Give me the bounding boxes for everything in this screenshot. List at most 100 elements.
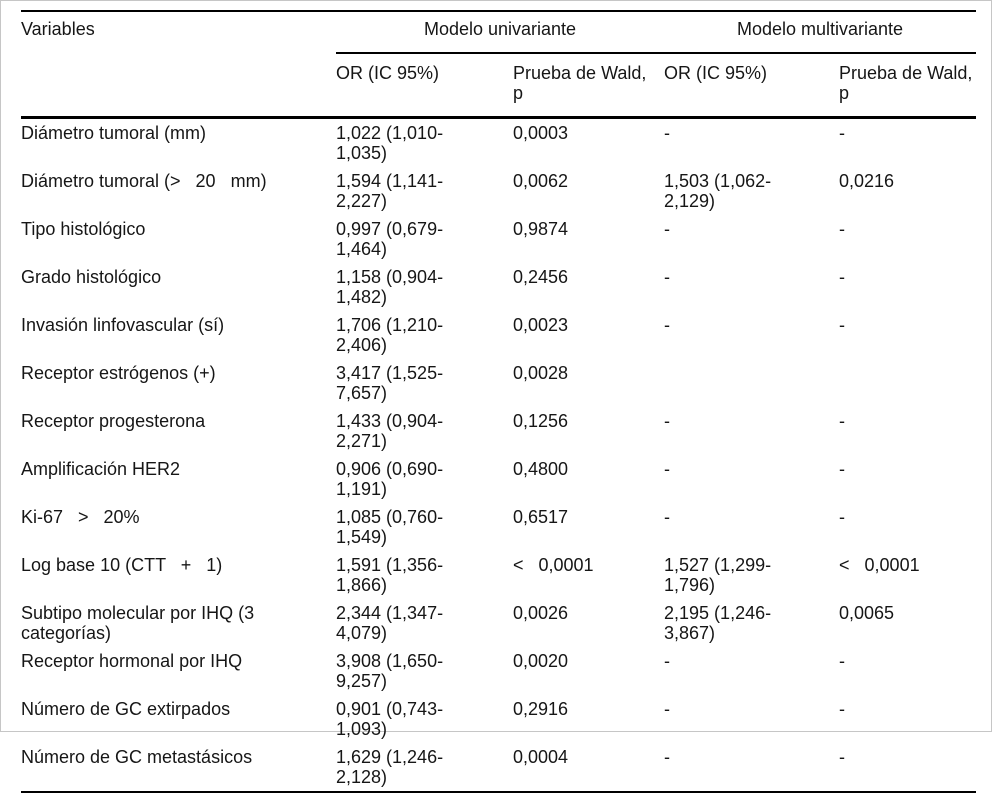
univariate-p-cell: 0,0028 bbox=[513, 363, 569, 383]
variable-cell: Receptor hormonal por IHQ bbox=[21, 651, 243, 671]
univariate-or-cell: 1,085 (0,760-1,549) bbox=[336, 507, 444, 547]
variable-cell: Diámetro tumoral (mm) bbox=[21, 123, 207, 143]
multivariate-or-column-header: OR (IC 95%) bbox=[664, 53, 840, 119]
multivariate-p-cell: - bbox=[839, 747, 846, 767]
table-row: Subtipo molecular por IHQ (3 categorías)… bbox=[21, 599, 976, 647]
table-row: Receptor hormonal por IHQ 3,908 (1,650-9… bbox=[21, 647, 976, 695]
multivariate-p-cell bbox=[839, 359, 976, 407]
variable-cell: Grado histológico bbox=[21, 267, 162, 287]
variable-cell: Amplificación HER2 bbox=[21, 459, 181, 479]
univariate-p-cell: 0,0020 bbox=[513, 651, 569, 671]
multivariate-p-cell: - bbox=[839, 267, 846, 287]
variables-column-header: Variables bbox=[21, 11, 336, 119]
multivariate-p-cell: 0,0065 bbox=[839, 603, 895, 623]
table-row: Tipo histológico 0,997 (0,679-1,464) 0,9… bbox=[21, 215, 976, 263]
univariate-or-cell: 3,417 (1,525-7,657) bbox=[336, 363, 444, 403]
table-row: Invasión linfovascular (sí) 1,706 (1,210… bbox=[21, 311, 976, 359]
multivariate-p-cell: - bbox=[839, 315, 846, 335]
multivariate-p-cell: - bbox=[839, 219, 846, 239]
multivariate-or-cell: - bbox=[664, 747, 671, 767]
univariate-or-cell: 1,433 (0,904-2,271) bbox=[336, 411, 444, 451]
multivariate-or-cell bbox=[664, 359, 839, 407]
variable-cell: Receptor progesterona bbox=[21, 411, 206, 431]
univariate-p-cell: 0,9874 bbox=[513, 219, 569, 239]
multivariate-or-cell: - bbox=[664, 507, 671, 527]
table-row: Ki-67 > 20% 1,085 (0,760-1,549) 0,6517 -… bbox=[21, 503, 976, 551]
multivariate-p-cell: - bbox=[839, 651, 846, 671]
table-row: Diámetro tumoral (mm) 1,022 (1,010-1,035… bbox=[21, 118, 976, 168]
multivariate-p-cell: < 0,0001 bbox=[839, 555, 920, 575]
univariate-p-cell: 0,2916 bbox=[513, 699, 569, 719]
univariate-or-cell: 1,594 (1,141-2,227) bbox=[336, 171, 444, 211]
table-row: Log base 10 (CTT + 1) 1,591 (1,356-1,866… bbox=[21, 551, 976, 599]
univariate-model-group-header: Modelo univariante bbox=[336, 11, 665, 54]
table-row: Número de GC extirpados 0,901 (0,743-1,0… bbox=[21, 695, 976, 743]
univariate-or-cell: 0,997 (0,679-1,464) bbox=[336, 219, 444, 259]
univariate-p-cell: 0,6517 bbox=[513, 507, 569, 527]
variable-cell: Receptor estrógenos (+) bbox=[21, 363, 216, 383]
wald-label: Prueba de Wald, p bbox=[513, 63, 647, 103]
table-row: Receptor estrógenos (+) 3,417 (1,525-7,6… bbox=[21, 359, 976, 407]
multivariate-or-cell: 1,527 (1,299-1,796) bbox=[664, 555, 772, 595]
multivariate-p-cell: - bbox=[839, 123, 846, 143]
multivariate-p-cell: 0,0216 bbox=[839, 171, 895, 191]
wald-label: Prueba de Wald, p bbox=[839, 63, 973, 103]
univariate-or-cell: 1,706 (1,210-2,406) bbox=[336, 315, 444, 355]
table-row: Diámetro tumoral (> 20 mm) 1,594 (1,141-… bbox=[21, 167, 976, 215]
multivariate-p-cell: - bbox=[839, 507, 846, 527]
variable-cell: Tipo histológico bbox=[21, 219, 146, 239]
variable-cell: Log base 10 (CTT + 1) bbox=[21, 555, 223, 575]
table-row: Grado histológico 1,158 (0,904-1,482) 0,… bbox=[21, 263, 976, 311]
univariate-or-cell: 1,629 (1,246-2,128) bbox=[336, 747, 444, 787]
or-label: OR (IC 95%) bbox=[664, 63, 768, 83]
univariate-p-cell: 0,0062 bbox=[513, 171, 569, 191]
multivariate-model-group-header: Modelo multivariante bbox=[664, 11, 977, 54]
univariate-or-cell: 0,906 (0,690-1,191) bbox=[336, 459, 444, 499]
univariate-or-column-header: OR (IC 95%) bbox=[336, 53, 513, 119]
multivariate-or-cell: - bbox=[664, 267, 671, 287]
univariate-or-cell: 0,901 (0,743-1,093) bbox=[336, 699, 444, 739]
univariate-p-cell: < 0,0001 bbox=[513, 555, 594, 575]
univariate-p-cell: 0,0023 bbox=[513, 315, 569, 335]
univariate-or-cell: 1,022 (1,010-1,035) bbox=[336, 123, 444, 163]
variable-cell: Subtipo molecular por IHQ (3 categorías) bbox=[21, 603, 260, 643]
table-body: Diámetro tumoral (mm) 1,022 (1,010-1,035… bbox=[21, 118, 976, 793]
univariate-p-cell: 0,0003 bbox=[513, 123, 569, 143]
multivariate-p-cell: - bbox=[839, 699, 846, 719]
univariate-wald-column-header: Prueba de Wald, p bbox=[513, 53, 665, 119]
univariate-p-cell: 0,2456 bbox=[513, 267, 569, 287]
univariate-or-cell: 2,344 (1,347-4,079) bbox=[336, 603, 444, 643]
univariate-or-cell: 1,158 (0,904-1,482) bbox=[336, 267, 444, 307]
variable-cell: Número de GC extirpados bbox=[21, 699, 231, 719]
multivariate-or-cell: - bbox=[664, 411, 671, 431]
variable-cell: Ki-67 > 20% bbox=[21, 507, 140, 527]
variable-cell: Invasión linfovascular (sí) bbox=[21, 315, 225, 335]
table-row: Amplificación HER2 0,906 (0,690-1,191) 0… bbox=[21, 455, 976, 503]
or-label: OR (IC 95%) bbox=[336, 63, 440, 83]
univariate-p-cell: 0,1256 bbox=[513, 411, 569, 431]
multivariate-or-cell: - bbox=[664, 123, 671, 143]
multivariate-or-cell: - bbox=[664, 315, 671, 335]
variable-cell: Número de GC metastásicos bbox=[21, 747, 253, 767]
table-row: Número de GC metastásicos 1,629 (1,246-2… bbox=[21, 743, 976, 792]
multivariate-p-cell: - bbox=[839, 459, 846, 479]
table-row: Receptor progesterona 1,433 (0,904-2,271… bbox=[21, 407, 976, 455]
multivariate-p-cell: - bbox=[839, 411, 846, 431]
variable-cell: Diámetro tumoral (> 20 mm) bbox=[21, 171, 267, 191]
multivariate-or-cell: - bbox=[664, 459, 671, 479]
multivariate-or-cell: - bbox=[664, 219, 671, 239]
univariate-p-cell: 0,0004 bbox=[513, 747, 569, 767]
group-header-row: Variables Modelo univariante Modelo mult… bbox=[21, 11, 977, 119]
multivariate-or-cell: - bbox=[664, 651, 671, 671]
univariate-or-cell: 1,591 (1,356-1,866) bbox=[336, 555, 444, 595]
sub-header-row: OR (IC 95%) Prueba de Wald, p OR (IC 95%… bbox=[21, 53, 977, 119]
multivariate-or-cell: 2,195 (1,246-3,867) bbox=[664, 603, 772, 643]
multivariate-or-cell: 1,503 (1,062-2,129) bbox=[664, 171, 772, 211]
univariate-p-cell: 0,4800 bbox=[513, 459, 569, 479]
multivariate-or-cell: - bbox=[664, 699, 671, 719]
univariate-or-cell: 3,908 (1,650-9,257) bbox=[336, 651, 444, 691]
regression-results-table: Variables Modelo univariante Modelo mult… bbox=[21, 10, 977, 793]
univariate-p-cell: 0,0026 bbox=[513, 603, 569, 623]
multivariate-wald-column-header: Prueba de Wald, p bbox=[839, 53, 977, 119]
